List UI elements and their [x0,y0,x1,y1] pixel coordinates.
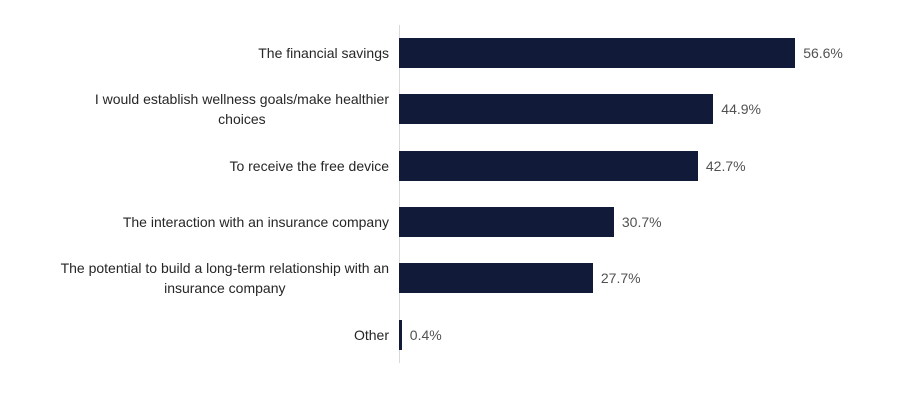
bar [399,150,698,181]
bar-row: The potential to build a long-term relat… [0,250,918,306]
category-label: I would establish wellness goals/make he… [94,91,389,128]
category-label-cell: The interaction with an insurance compan… [0,212,399,232]
value-label: 0.4% [409,326,442,343]
category-label: To receive the free device [229,157,389,174]
bar-area: 27.7% [399,263,918,294]
value-label: 56.6% [803,45,843,62]
category-label: Other [353,326,389,343]
category-label-cell: The financial savings [0,43,399,63]
category-label: The financial savings [258,45,389,62]
value-label: 42.7% [705,157,746,174]
bar-row: The financial savings 56.6% [0,25,918,81]
category-label-cell: Other [0,325,399,345]
value-label: 30.7% [621,214,662,231]
y-axis-line [399,25,400,363]
bar-row: To receive the free device 42.7% [0,138,918,194]
bar [399,38,796,69]
value-label: 44.9% [721,101,761,118]
category-label: The interaction with an insurance compan… [122,214,389,230]
value-label: 27.7% [600,270,641,287]
bar-area: 56.6% [399,38,918,69]
bar-area: 0.4% [399,319,918,350]
bar-area: 42.7% [399,150,918,181]
bar-rows-container: The financial savings 56.6% I would establ… [0,25,918,363]
category-label: The potential to build a long-term relat… [60,260,389,297]
bar-row: The interaction with an insurance compan… [0,194,918,250]
bar-row: Other 0.4% [0,307,918,363]
bar-area: 30.7% [399,207,918,238]
category-label-cell: The potential to build a long-term relat… [0,258,399,299]
category-label-cell: I would establish wellness goals/make he… [0,89,399,130]
bar-row: I would establish wellness goals/make he… [0,81,918,137]
bar [399,263,593,294]
bar [399,319,402,350]
bar-area: 44.9% [399,94,918,125]
category-label-cell: To receive the free device [0,156,399,176]
bar [399,207,614,238]
bar [399,94,714,125]
